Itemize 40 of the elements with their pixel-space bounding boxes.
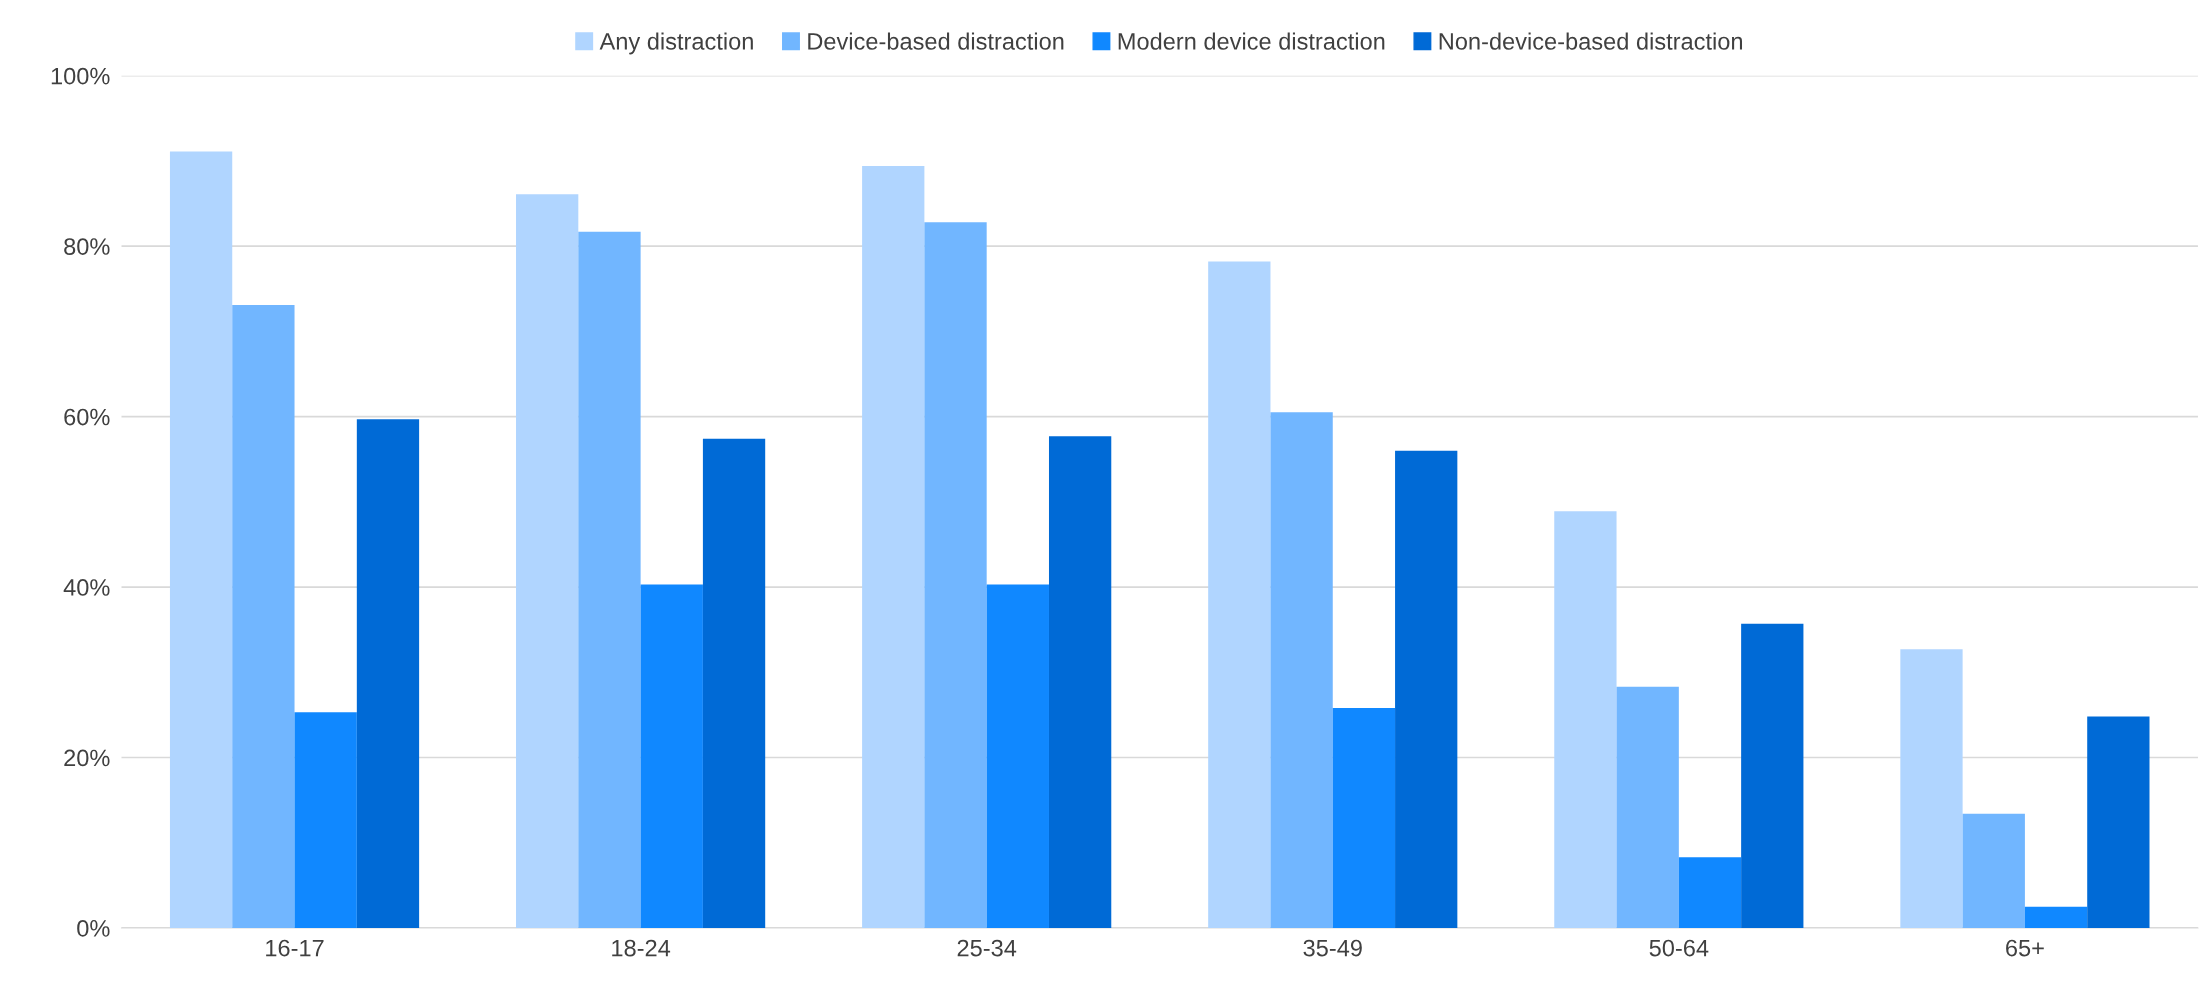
bar xyxy=(516,194,579,928)
legend-label: Device-based distraction xyxy=(808,32,1064,50)
y-tick-label: 0% xyxy=(77,920,110,937)
legend-label: Non-device-based distraction xyxy=(1439,32,1743,50)
bar xyxy=(356,419,420,928)
x-tick-label: 65+ xyxy=(2006,939,2044,957)
bar xyxy=(640,584,703,928)
y-tick-label: 20% xyxy=(64,749,110,767)
bar xyxy=(2024,906,2088,928)
bar xyxy=(862,166,925,928)
bar xyxy=(986,584,1049,928)
x-tick-label: 18-24 xyxy=(612,939,671,957)
y-tick-label: 80% xyxy=(64,238,110,255)
legend-label: Modern device distraction xyxy=(1118,32,1385,50)
bar xyxy=(2087,716,2150,928)
y-tick-label: 60% xyxy=(64,408,110,426)
legend-label: Any distraction xyxy=(599,32,753,55)
bar xyxy=(1395,450,1458,928)
y-tick-label: 100% xyxy=(51,67,110,85)
bar xyxy=(1616,686,1679,928)
bar xyxy=(232,304,295,928)
bar xyxy=(1332,708,1396,928)
bar xyxy=(1741,623,1804,928)
bar xyxy=(294,712,357,928)
bar xyxy=(578,231,641,928)
bar xyxy=(169,151,233,928)
bar xyxy=(924,222,987,928)
bar xyxy=(1270,412,1333,928)
bar xyxy=(1962,813,2025,928)
bar xyxy=(702,438,766,928)
y-tick-label: 40% xyxy=(63,579,110,596)
bar xyxy=(1900,649,1963,928)
x-tick-label: 35-49 xyxy=(1303,939,1362,957)
x-tick-label: 50-64 xyxy=(1649,939,1709,957)
x-tick-label: 25-34 xyxy=(957,939,1017,957)
bar xyxy=(1678,857,1742,928)
bar xyxy=(1554,511,1617,928)
bar xyxy=(1208,261,1271,928)
bar xyxy=(1048,436,1112,928)
x-tick-label: 16-17 xyxy=(266,939,324,957)
